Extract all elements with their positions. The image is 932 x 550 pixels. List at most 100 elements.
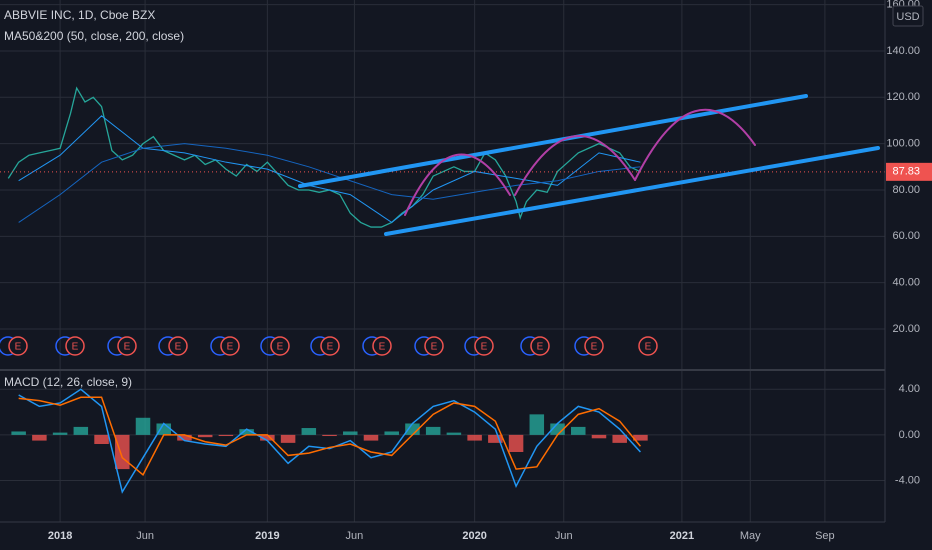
histogram-bar — [218, 434, 234, 437]
macd-title: MACD (12, 26, close, 9) — [4, 375, 132, 389]
histogram-bar — [529, 414, 545, 435]
y-tick-label: 80.00 — [892, 184, 920, 196]
earnings-marker — [372, 336, 392, 356]
histogram-bar — [612, 434, 627, 443]
histogram-bar — [197, 434, 213, 438]
earnings-marker — [117, 336, 137, 356]
histogram-bar — [32, 434, 47, 441]
symbol-title: ABBVIE INC, 1D, Cboe BZX — [4, 8, 155, 22]
y-tick-label: 4.00 — [899, 383, 920, 395]
grid — [0, 0, 885, 522]
histogram-bar — [11, 431, 26, 435]
plot — [0, 86, 885, 494]
arc — [514, 134, 636, 196]
earnings-label: E — [72, 342, 79, 353]
arc — [404, 153, 511, 216]
earnings-label: E — [227, 342, 234, 353]
x-tick-label: Jun — [346, 530, 364, 542]
histogram-bar — [301, 428, 317, 435]
histogram-bar — [508, 434, 524, 452]
earnings-marker — [65, 336, 85, 356]
earnings-label: E — [124, 342, 131, 353]
histogram-bar — [322, 434, 337, 437]
earnings-marker — [424, 336, 444, 356]
histogram-bar — [156, 423, 171, 435]
y-tick-label: 140.00 — [886, 45, 920, 57]
earnings-marker — [638, 336, 658, 356]
earnings-marker — [474, 336, 494, 356]
histogram-bar — [94, 434, 109, 445]
earnings-label: E — [327, 342, 334, 353]
histogram-bar — [591, 434, 607, 439]
x-tick-label: Jun — [555, 530, 573, 542]
earnings-label: E — [175, 342, 182, 353]
y-tick-label: 40.00 — [892, 277, 920, 289]
y-tick-label: 160.00 — [886, 0, 920, 11]
earnings-label: E — [481, 342, 488, 353]
x-tick-label: 2021 — [670, 530, 694, 542]
earnings-label: E — [645, 342, 652, 353]
histogram-bar — [73, 426, 89, 435]
series-line — [18, 143, 641, 223]
histogram-bar — [488, 434, 503, 443]
y-tick-label: -4.00 — [895, 474, 920, 486]
x-tick-label: 2019 — [255, 530, 279, 542]
earnings-marker — [8, 336, 28, 356]
series-line — [18, 396, 642, 476]
arc — [634, 108, 756, 181]
earnings-label: E — [277, 342, 284, 353]
histogram-bar — [363, 434, 379, 441]
histogram-bar — [135, 417, 151, 435]
x-tick-label: May — [740, 530, 761, 542]
histogram-bar — [343, 431, 358, 435]
x-tick-label: 2020 — [462, 530, 486, 542]
histogram-bar — [405, 423, 420, 435]
time-axis — [0, 522, 932, 550]
last-price-label: 87.83 — [892, 166, 920, 178]
earnings-label: E — [537, 342, 544, 353]
histogram-bar — [571, 426, 586, 435]
histogram-bar — [239, 429, 254, 435]
earnings-marker — [270, 336, 290, 356]
currency-box — [892, 5, 924, 27]
earnings-marker — [320, 336, 340, 356]
earnings-marker — [220, 336, 240, 356]
y-tick-label: 0.00 — [899, 429, 920, 441]
earnings-marker — [584, 336, 604, 356]
y-tick-label: 20.00 — [892, 323, 920, 335]
histogram-bar — [384, 431, 399, 435]
y-tick-label: 100.00 — [886, 138, 920, 150]
earnings-marker — [530, 336, 550, 356]
earnings-label: E — [15, 342, 22, 353]
x-tick-label: 2018 — [48, 530, 72, 542]
histogram-bar — [280, 434, 296, 443]
histogram-bar — [425, 426, 441, 435]
currency: USD — [896, 11, 919, 23]
series-line — [18, 388, 641, 494]
histogram-bar — [260, 434, 275, 441]
histogram-bar — [52, 432, 68, 435]
earnings-label: E — [431, 342, 438, 353]
earnings-label: E — [379, 342, 386, 353]
earnings-marker — [168, 336, 188, 356]
price-axis — [885, 0, 932, 550]
channel-lower — [384, 146, 880, 236]
histogram-bar — [177, 434, 192, 441]
histogram-bar — [446, 432, 462, 435]
y-tick-label: 60.00 — [892, 230, 920, 242]
drawings — [298, 94, 880, 236]
x-tick-label: Sep — [815, 530, 835, 542]
y-tick-label: 120.00 — [886, 91, 920, 103]
series-line — [7, 86, 641, 228]
x-tick-label: Jun — [136, 530, 154, 542]
histogram-bar — [115, 434, 130, 470]
channel-upper — [298, 94, 808, 188]
histogram-bar — [633, 434, 648, 441]
earnings-label: E — [591, 342, 598, 353]
series-line — [18, 115, 641, 224]
indicator-title: MA50&200 (50, close, 200, close) — [4, 29, 184, 43]
